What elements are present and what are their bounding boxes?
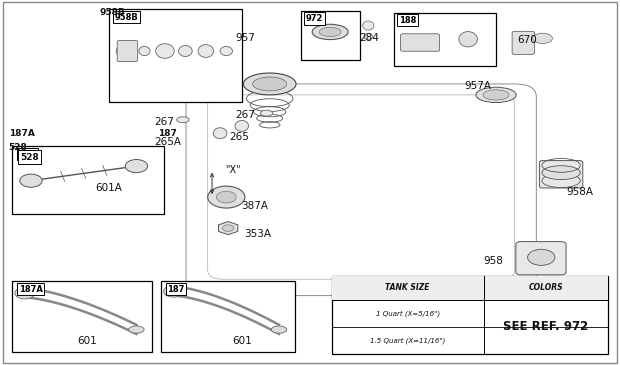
Text: 601: 601 xyxy=(232,336,252,346)
Text: 957A: 957A xyxy=(464,81,491,91)
Bar xyxy=(332,276,608,354)
Text: 267: 267 xyxy=(154,117,174,127)
Text: 387A: 387A xyxy=(241,201,268,211)
Text: 187A: 187A xyxy=(9,129,35,138)
Bar xyxy=(161,281,294,352)
Text: 958A: 958A xyxy=(566,187,593,197)
Text: TANK SIZE: TANK SIZE xyxy=(386,283,430,292)
Ellipse shape xyxy=(243,73,296,95)
Text: 265A: 265A xyxy=(154,137,181,147)
Bar xyxy=(332,276,608,300)
Circle shape xyxy=(20,174,42,187)
Ellipse shape xyxy=(272,326,287,333)
Text: 187: 187 xyxy=(167,285,185,294)
Ellipse shape xyxy=(476,87,516,103)
Text: 188: 188 xyxy=(399,16,416,25)
Ellipse shape xyxy=(312,24,348,40)
Text: 958B: 958B xyxy=(100,8,126,17)
Text: 1.5 Quart (X=11/16"): 1.5 Quart (X=11/16") xyxy=(370,337,445,344)
Text: eReplacementParts.com: eReplacementParts.com xyxy=(234,176,386,189)
FancyBboxPatch shape xyxy=(512,31,534,54)
Ellipse shape xyxy=(179,46,192,57)
Circle shape xyxy=(125,160,148,173)
Ellipse shape xyxy=(363,21,374,30)
Ellipse shape xyxy=(116,45,131,57)
Circle shape xyxy=(528,249,555,265)
Text: SEE REF. 972: SEE REF. 972 xyxy=(503,320,588,334)
Text: "X": "X" xyxy=(224,165,241,175)
Text: 958B: 958B xyxy=(115,13,138,22)
Ellipse shape xyxy=(129,326,144,333)
Ellipse shape xyxy=(459,32,477,47)
Ellipse shape xyxy=(260,110,273,116)
Text: 187: 187 xyxy=(158,129,177,138)
Bar xyxy=(12,281,152,352)
Text: 187A: 187A xyxy=(19,285,43,294)
Text: 353A: 353A xyxy=(244,228,271,239)
Text: 670: 670 xyxy=(517,35,537,45)
FancyBboxPatch shape xyxy=(401,34,440,51)
Circle shape xyxy=(216,191,236,203)
Text: 528: 528 xyxy=(19,150,36,159)
Text: 284: 284 xyxy=(359,33,379,43)
Ellipse shape xyxy=(198,45,213,57)
FancyBboxPatch shape xyxy=(117,41,138,62)
Ellipse shape xyxy=(235,120,249,131)
Text: 958: 958 xyxy=(483,256,503,266)
Text: 267: 267 xyxy=(235,110,255,120)
Ellipse shape xyxy=(220,46,232,55)
Circle shape xyxy=(164,285,184,297)
Text: COLORS: COLORS xyxy=(528,283,563,292)
Circle shape xyxy=(15,287,35,299)
Text: 972: 972 xyxy=(306,14,323,23)
Text: 265: 265 xyxy=(229,132,249,142)
Bar xyxy=(394,13,496,66)
Text: 601: 601 xyxy=(77,336,97,346)
Text: 528: 528 xyxy=(8,143,27,152)
Ellipse shape xyxy=(319,27,341,36)
Polygon shape xyxy=(218,222,238,235)
FancyBboxPatch shape xyxy=(516,242,566,275)
Circle shape xyxy=(223,225,234,231)
FancyBboxPatch shape xyxy=(164,75,555,312)
Ellipse shape xyxy=(156,44,174,58)
Ellipse shape xyxy=(542,166,580,180)
Text: 957: 957 xyxy=(235,33,255,43)
Text: 601A: 601A xyxy=(95,183,122,193)
Text: 1 Quart (X=5/16"): 1 Quart (X=5/16") xyxy=(376,310,440,317)
Ellipse shape xyxy=(364,33,373,40)
Ellipse shape xyxy=(533,33,552,43)
Bar xyxy=(12,146,164,214)
Circle shape xyxy=(208,186,245,208)
Text: 528: 528 xyxy=(20,153,38,162)
Ellipse shape xyxy=(177,117,189,123)
Bar xyxy=(301,11,360,60)
Ellipse shape xyxy=(213,128,227,139)
Bar xyxy=(108,9,242,102)
Ellipse shape xyxy=(139,46,150,55)
Ellipse shape xyxy=(483,90,509,100)
FancyBboxPatch shape xyxy=(539,161,583,188)
Ellipse shape xyxy=(253,77,286,91)
